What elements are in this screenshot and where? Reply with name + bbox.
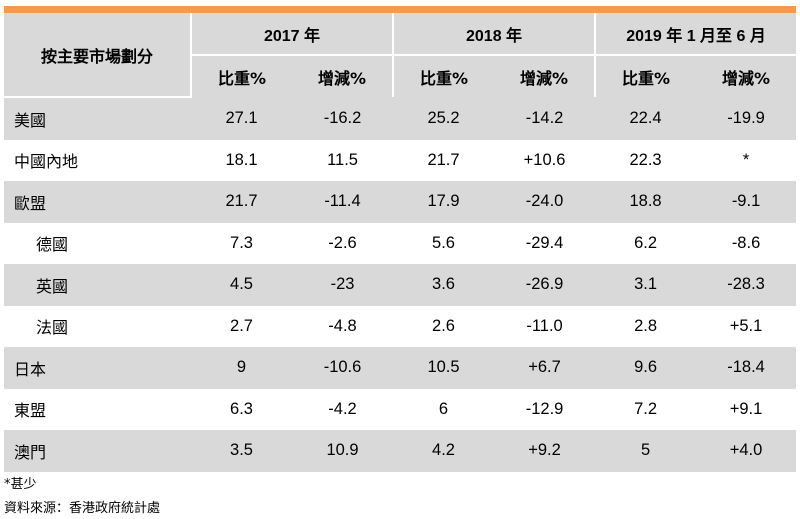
cell: +5.1	[729, 316, 763, 335]
cell: 2.6	[432, 316, 455, 335]
cell: 6.3	[230, 399, 253, 418]
cell: +4.0	[696, 430, 797, 472]
subheader-share: 比重%	[392, 55, 495, 97]
table-row: 德國 7.3 -2.6 5.6 -29.4 6.2 -8.6	[4, 223, 796, 265]
cell: -23	[292, 264, 394, 306]
subheader-change: 增減%	[494, 55, 596, 97]
table-row: 日本 9 -10.6 10.5 +6.7 9.6 -18.4	[4, 347, 797, 389]
cell: -8.6	[731, 233, 761, 252]
row-label: 美國	[4, 97, 191, 140]
row-label: 歐盟	[4, 181, 191, 223]
market-table: 按主要市場劃分 2017 年 2018 年 2019 年 1 月至 6 月 比重…	[4, 13, 797, 472]
cell: 3.6	[393, 264, 495, 306]
cell: -11.0	[526, 316, 563, 335]
cell: 7.2	[634, 399, 657, 418]
cell: 10.9	[292, 430, 394, 472]
cell: +9.2	[494, 430, 596, 472]
cell: 17.9	[393, 181, 495, 223]
cell: -26.9	[494, 264, 596, 306]
cell: 4.2	[393, 430, 495, 472]
table-row: 中國內地 18.1 11.5 21.7 +10.6 22.3 *	[4, 140, 796, 182]
table-row: 法國 2.7 -4.8 2.6 -11.0 2.8 +5.1	[4, 306, 796, 348]
period-header-2018: 2018 年	[392, 13, 596, 56]
cell: 11.5	[327, 150, 358, 169]
cell: 9	[191, 347, 292, 389]
cell: 5	[595, 430, 697, 472]
cell: +6.7	[494, 347, 596, 389]
source-note: 資料來源：香港政府統計處	[4, 501, 161, 516]
cell: -18.4	[696, 347, 797, 389]
subheader-share: 比重%	[594, 55, 697, 97]
cell: 18.1	[225, 150, 258, 169]
cell: +10.6	[523, 150, 566, 169]
accent-bar	[4, 6, 796, 13]
cell: 21.7	[427, 150, 460, 169]
row-label: 德國	[36, 235, 69, 255]
cell: 9.6	[595, 347, 697, 389]
cell: -4.8	[328, 316, 357, 335]
cell: -4.2	[328, 399, 357, 418]
row-label: 中國內地	[14, 152, 79, 172]
cell: -24.0	[494, 181, 596, 223]
cell: -11.4	[292, 181, 394, 223]
header-row-subcolumns: 比重% 增減% 比重% 增減% 比重% 增減%	[4, 55, 797, 97]
cell: 3.5	[191, 430, 292, 472]
cell: -29.4	[525, 233, 564, 252]
cell: 4.5	[191, 264, 292, 306]
subheader-share: 比重%	[190, 55, 292, 97]
cell: -14.2	[494, 97, 596, 140]
cell: 6.2	[634, 233, 657, 252]
cell: 27.1	[191, 97, 292, 140]
footnote: *甚少	[4, 477, 37, 492]
cell: 7.3	[230, 233, 253, 252]
cell: 18.8	[595, 181, 697, 223]
header-row-periods: 按主要市場劃分 2017 年 2018 年 2019 年 1 月至 6 月	[4, 13, 797, 98]
cell: 22.3	[629, 150, 662, 169]
cell: +9.1	[729, 399, 763, 418]
row-label: 澳門	[4, 430, 191, 472]
table-row: 美國 27.1 -16.2 25.2 -14.2 22.4 -19.9	[4, 97, 797, 140]
cell: 2.7	[230, 316, 253, 335]
cell: -16.2	[292, 97, 394, 140]
period-header-2019h1: 2019 年 1 月至 6 月	[594, 13, 797, 56]
cell: -12.9	[525, 399, 564, 418]
subheader-change: 增減%	[696, 55, 797, 97]
cell: -28.3	[696, 264, 797, 306]
cell: 6	[438, 399, 449, 418]
cell: -2.6	[328, 233, 357, 252]
row-label: 日本	[4, 347, 191, 389]
cell: 10.5	[393, 347, 495, 389]
cell: 21.7	[191, 181, 292, 223]
cell: 5.6	[432, 233, 455, 252]
subheader-change: 增減%	[292, 55, 394, 97]
table-row: 歐盟 21.7 -11.4 17.9 -24.0 18.8 -9.1	[4, 181, 797, 223]
table-row: 澳門 3.5 10.9 4.2 +9.2 5 +4.0	[4, 430, 797, 472]
cell: 25.2	[393, 97, 495, 140]
cell: 3.1	[595, 264, 697, 306]
row-label: 東盟	[14, 401, 47, 421]
market-column-header: 按主要市場劃分	[4, 13, 191, 98]
cell: -9.1	[696, 181, 797, 223]
cell: *	[742, 150, 750, 169]
cell: -10.6	[292, 347, 394, 389]
row-label: 英國	[4, 264, 191, 306]
cell: 2.8	[634, 316, 657, 335]
table-row: 英國 4.5 -23 3.6 -26.9 3.1 -28.3	[4, 264, 797, 306]
cell: -19.9	[696, 97, 797, 140]
row-label: 法國	[36, 318, 69, 338]
cell: 22.4	[595, 97, 697, 140]
period-header-2017: 2017 年	[189, 13, 394, 56]
table-row: 東盟 6.3 -4.2 6 -12.9 7.2 +9.1	[4, 389, 796, 431]
